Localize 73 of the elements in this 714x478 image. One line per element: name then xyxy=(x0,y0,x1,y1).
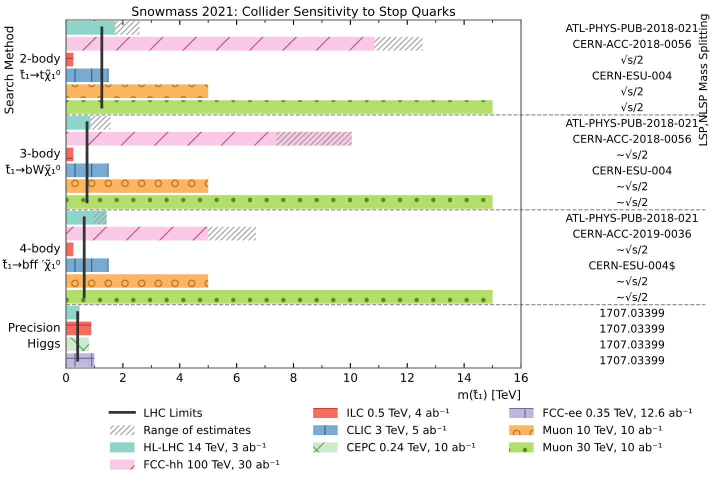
y-tick-label: CERN-ACC-2018-0056 xyxy=(573,40,691,48)
y-tick-label: ~√s/2 xyxy=(617,181,648,192)
y-tick-label: √s/2 xyxy=(620,86,643,96)
text: Precision Higgs xyxy=(9,322,60,350)
x-tick-label: 4 xyxy=(176,373,183,382)
y-tick-label: 1707.03399 xyxy=(600,324,664,333)
bar xyxy=(66,21,116,35)
y-tick-label: ~√s/2 xyxy=(617,150,648,160)
y-tick-label: ATL-PHYS-PUB-2018-021 xyxy=(566,24,698,32)
y-axis-title: Search Method xyxy=(4,26,14,114)
y-tick-label: CERN-ESU-004 xyxy=(592,166,672,175)
bar xyxy=(66,258,109,272)
y-tick-label: CERN-ESU-004$ xyxy=(589,261,675,271)
text: 4-body t̃₁→bff ′χ̃₁⁰ xyxy=(2,243,60,272)
bar xyxy=(66,226,208,240)
bar xyxy=(66,116,90,130)
bar xyxy=(66,84,208,98)
legend-label: FCC-hh 100 TeV, 30 ab⁻¹ xyxy=(144,460,280,470)
legend-label: CEPC 0.24 TeV, 10 ab⁻¹ xyxy=(347,442,476,452)
bar xyxy=(208,226,256,240)
x-tick-label: 12 xyxy=(401,373,414,382)
bar xyxy=(66,322,92,336)
bar xyxy=(66,242,74,256)
legend-label: HL-LHC 14 TeV, 3 ab⁻¹ xyxy=(144,442,266,452)
text: 3-body t̃₁→bWχ̃₁⁰ xyxy=(6,148,60,176)
legend-label: CLIC 3 TeV, 5 ab⁻¹ xyxy=(347,426,446,436)
x-axis-title: m(t̃₁) [TeV] xyxy=(458,390,520,400)
x-tick-label: 10 xyxy=(344,373,358,382)
y-tick-label: CERN-ESU-004 xyxy=(592,71,672,80)
y-tick-label: ~√s/2 xyxy=(617,292,648,302)
y-tick-label: 1707.03399 xyxy=(600,340,664,349)
bar xyxy=(66,290,493,304)
legend-label: FCC-ee 0.35 TeV, 12.6 ab⁻¹ xyxy=(544,408,692,418)
y-tick-label: CERN-ACC-2019-0036 xyxy=(573,230,691,238)
bar xyxy=(66,195,493,209)
y-tick-label: 1707.03399 xyxy=(600,308,664,317)
y-tick-label: ATL-PHYS-PUB-2018-021 xyxy=(566,214,698,222)
bar xyxy=(90,116,111,130)
bar xyxy=(66,36,375,51)
y-tick-label: √s/2 xyxy=(620,102,643,112)
x-tick-label: 6 xyxy=(234,373,240,382)
y-tick-label: ~√s/2 xyxy=(617,276,648,286)
bar xyxy=(66,52,74,66)
y-tick-label: CERN-ACC-2018-0056 xyxy=(573,134,691,143)
legend-label: ILC 0.5 TeV, 4 ab⁻¹ xyxy=(348,408,450,418)
x-tick-label: 8 xyxy=(290,373,296,382)
y-tick-label: ~√s/2 xyxy=(617,244,648,254)
bar xyxy=(66,163,109,178)
bar xyxy=(66,100,493,114)
x-tick-label: 16 xyxy=(514,373,528,382)
y-tick-label: √s/2 xyxy=(620,54,643,65)
legend-label: Muon 30 TeV, 10 ab⁻¹ xyxy=(544,442,662,452)
bar xyxy=(66,148,74,162)
text: 2-body t̃₁→tχ̃₁⁰ xyxy=(20,54,60,82)
x-tick-label: 0 xyxy=(63,373,69,382)
legend-label: LHC Limits xyxy=(144,408,202,417)
bar xyxy=(115,21,140,35)
legend-label: Muon 10 TeV, 10 ab⁻¹ xyxy=(544,426,662,436)
y-tick-label: ATL-PHYS-PUB-2018-021 xyxy=(566,118,698,128)
chart-title: Snowmass 2021: Collider Sensitivity to Stop Quarks xyxy=(132,6,456,18)
bar xyxy=(66,179,208,193)
x-tick-label: 14 xyxy=(458,373,471,382)
bar xyxy=(374,36,423,51)
bar xyxy=(66,274,208,288)
bar xyxy=(66,353,94,367)
y-tick-label: ~√s/2 xyxy=(617,197,648,208)
bar xyxy=(93,210,107,225)
y2-axis-title: LSP,NLSP Mass Splitting xyxy=(698,14,710,146)
x-tick-label: 2 xyxy=(120,373,126,382)
y-tick-label: 1707.03399 xyxy=(600,356,664,364)
bar xyxy=(66,68,109,82)
bar xyxy=(276,132,352,146)
legend-label: Range of estimates xyxy=(144,426,250,436)
